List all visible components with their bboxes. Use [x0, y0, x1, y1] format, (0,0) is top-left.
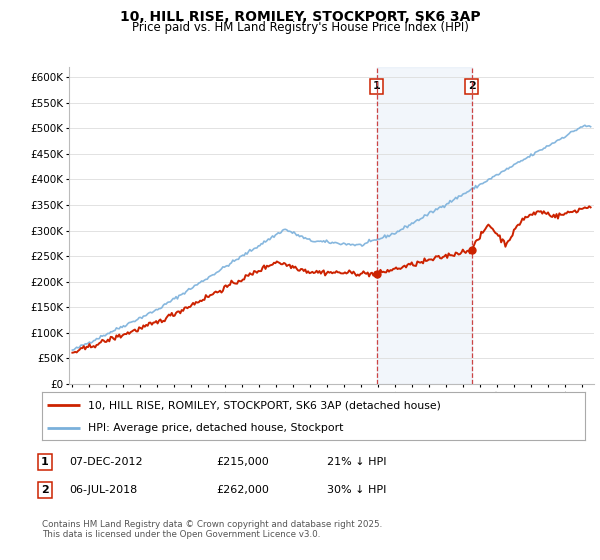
Text: Contains HM Land Registry data © Crown copyright and database right 2025.
This d: Contains HM Land Registry data © Crown c…: [42, 520, 382, 539]
Text: 2: 2: [41, 485, 49, 495]
Text: Price paid vs. HM Land Registry's House Price Index (HPI): Price paid vs. HM Land Registry's House …: [131, 21, 469, 34]
Text: £215,000: £215,000: [216, 457, 269, 467]
Text: 21% ↓ HPI: 21% ↓ HPI: [327, 457, 386, 467]
Text: 1: 1: [41, 457, 49, 467]
Text: 07-DEC-2012: 07-DEC-2012: [69, 457, 143, 467]
Text: £262,000: £262,000: [216, 485, 269, 495]
Text: 10, HILL RISE, ROMILEY, STOCKPORT, SK6 3AP (detached house): 10, HILL RISE, ROMILEY, STOCKPORT, SK6 3…: [88, 400, 441, 410]
Text: 30% ↓ HPI: 30% ↓ HPI: [327, 485, 386, 495]
Text: 1: 1: [373, 81, 380, 91]
Text: 2: 2: [468, 81, 476, 91]
Text: 10, HILL RISE, ROMILEY, STOCKPORT, SK6 3AP: 10, HILL RISE, ROMILEY, STOCKPORT, SK6 3…: [119, 10, 481, 24]
Text: HPI: Average price, detached house, Stockport: HPI: Average price, detached house, Stoc…: [88, 423, 344, 433]
Bar: [377, 67, 472, 384]
Text: 06-JUL-2018: 06-JUL-2018: [69, 485, 137, 495]
